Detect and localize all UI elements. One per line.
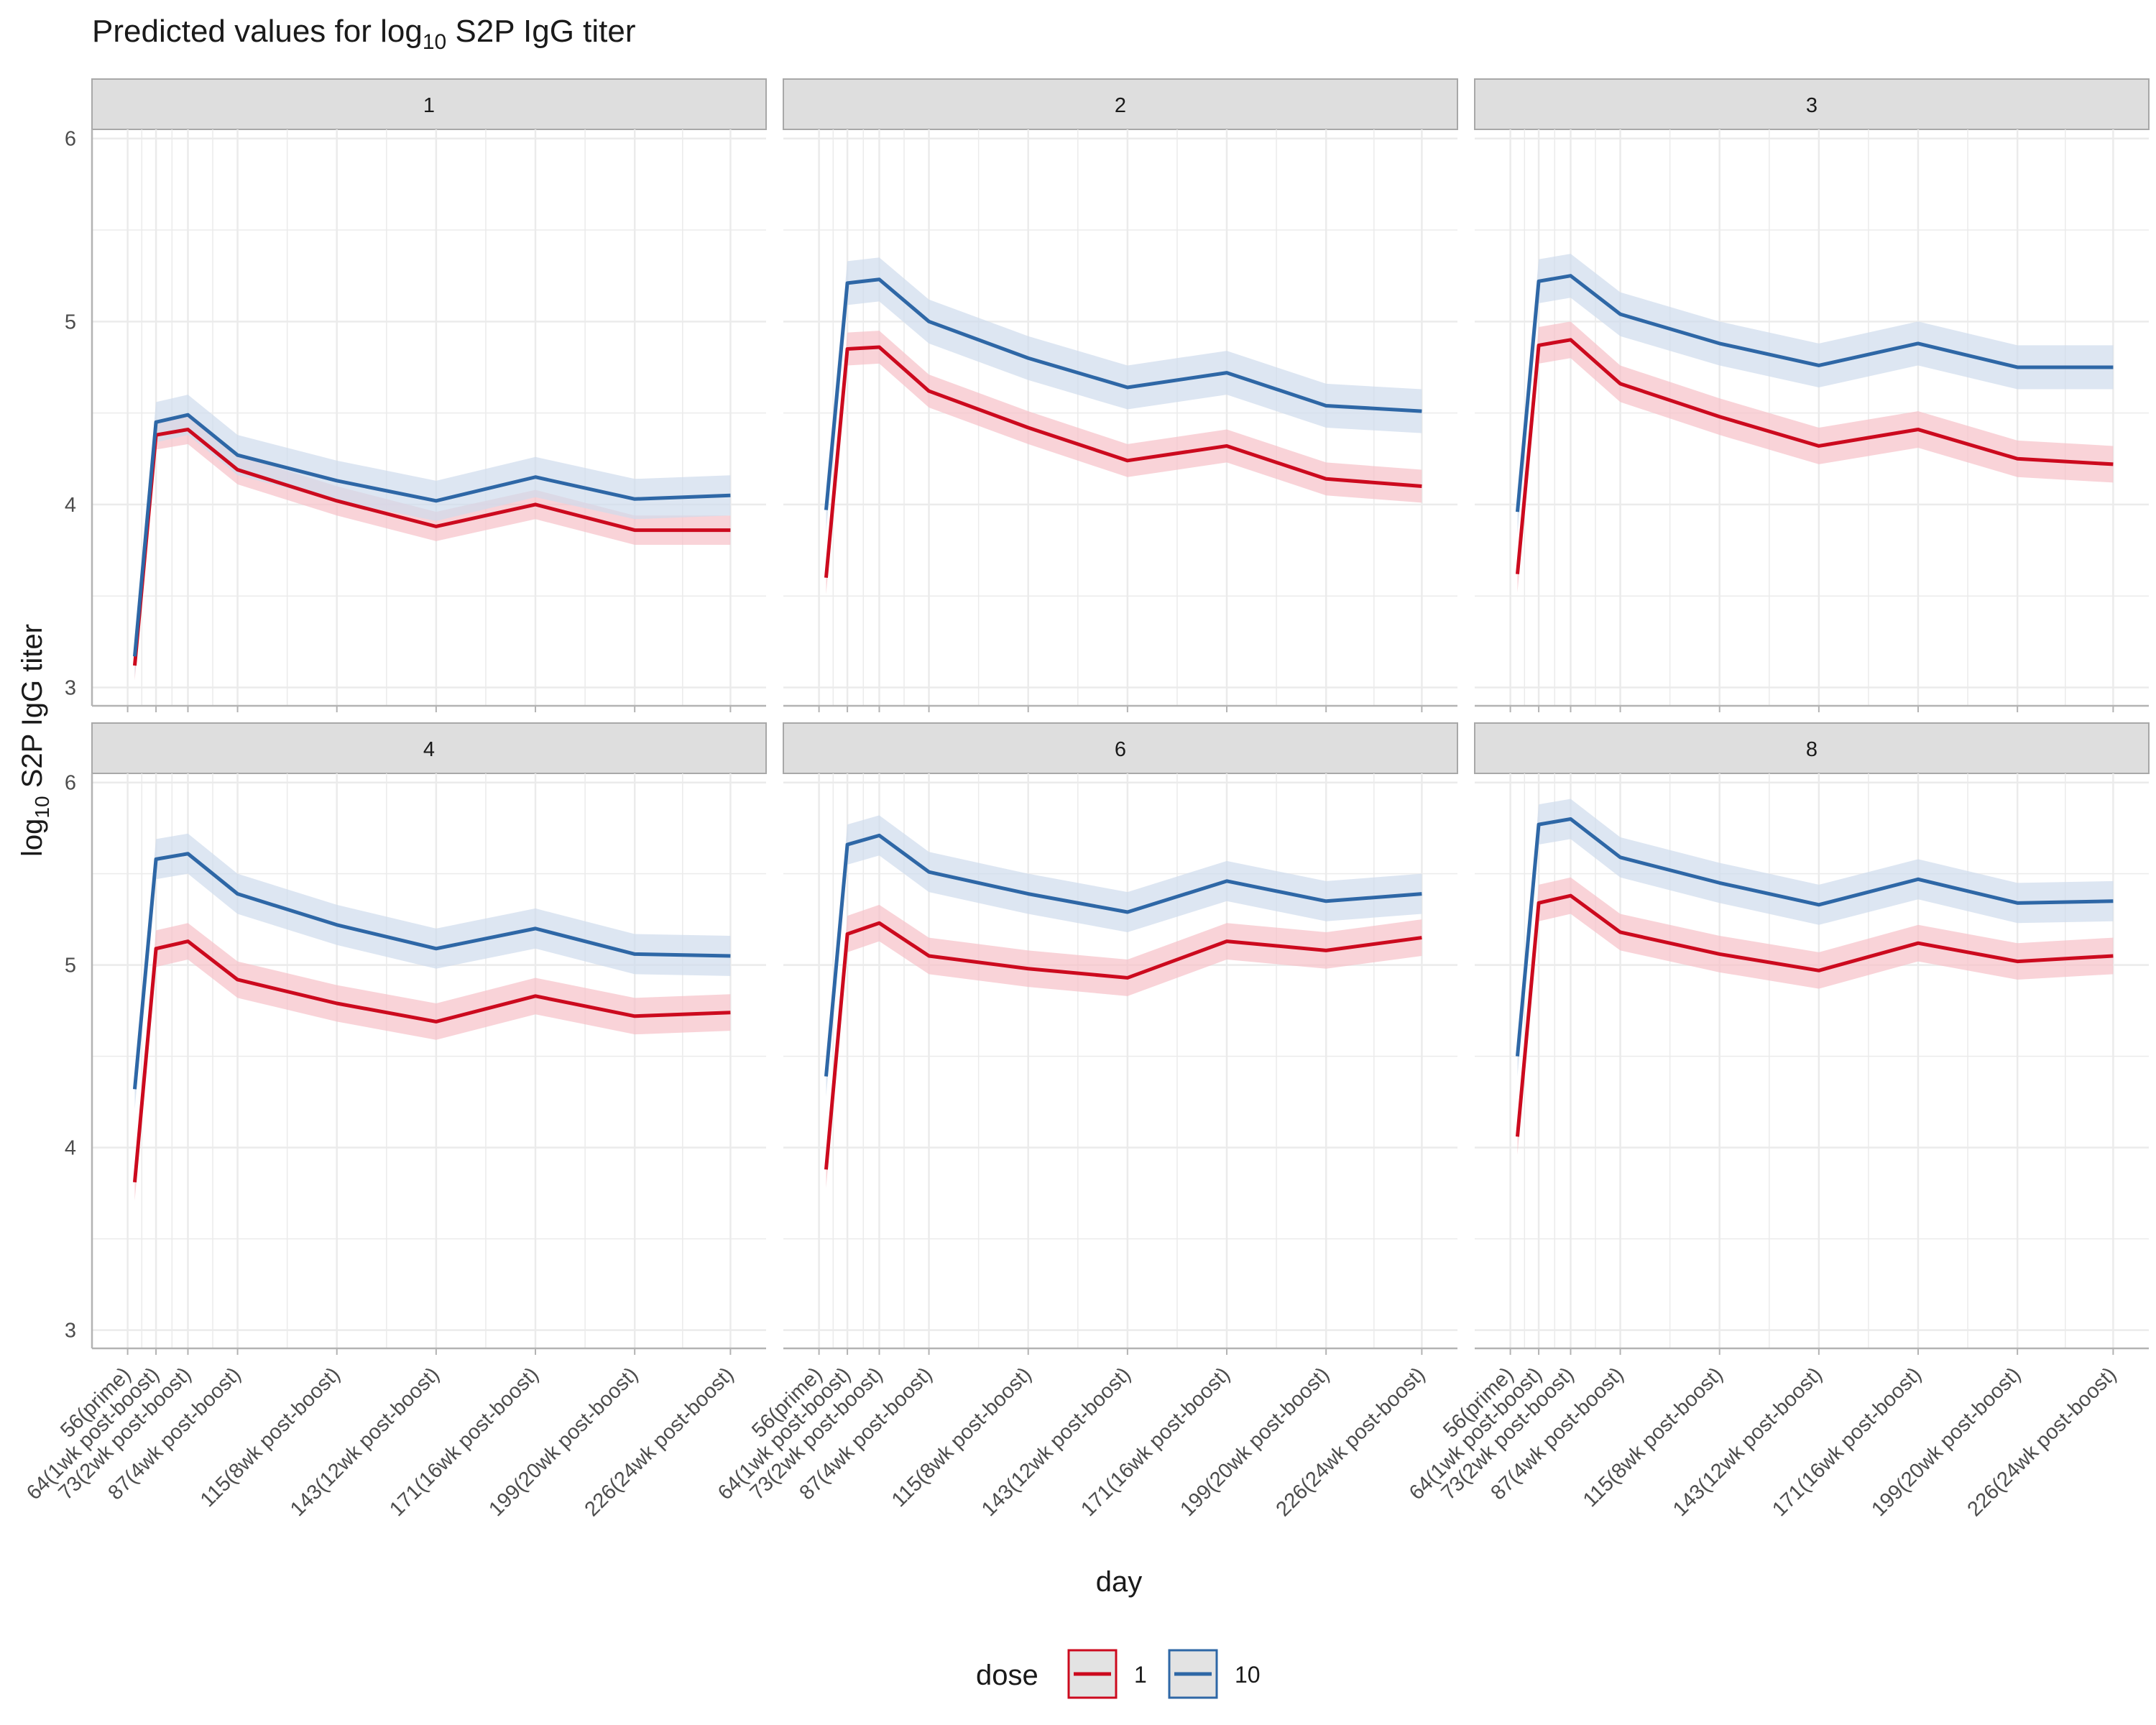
y-tick-label: 3 [65, 1320, 76, 1343]
legend-key-dose-1: 1 [1067, 1649, 1147, 1699]
facet-strip-label: 2 [1115, 94, 1126, 117]
confidence-band-dose-1 [826, 904, 1422, 1188]
confidence-band-dose-10 [134, 833, 731, 1110]
legend-key-dose-10: 10 [1168, 1649, 1261, 1699]
facet-strip-label: 3 [1806, 94, 1818, 117]
y-tick-label: 6 [65, 128, 76, 151]
facet-strip-label: 1 [423, 94, 435, 117]
facet-strip [1474, 78, 2150, 130]
x-axis-title: day [1096, 1566, 1143, 1598]
facet-strip [783, 78, 1458, 130]
title-rest: S2P IgG titer [446, 14, 635, 49]
confidence-band-dose-1 [826, 331, 1422, 594]
panel-2: 2 [783, 78, 1458, 712]
legend-label-dose-10: 10 [1235, 1662, 1261, 1688]
y-axis-title: log10 S2P IgG titer [17, 624, 53, 857]
confidence-band-dose-10 [1517, 254, 2114, 534]
x-tick-label: 64(1wk post-boost) [714, 1363, 855, 1504]
y-tick-label: 6 [65, 772, 76, 795]
facet-strip-label: 4 [423, 738, 435, 761]
y-tick-label: 4 [65, 494, 76, 517]
x-tick-label: 64(1wk post-boost) [22, 1363, 164, 1504]
facet-strip [91, 78, 767, 130]
legend-label-dose-1: 1 [1134, 1662, 1147, 1688]
panel-3: 3 [1474, 78, 2150, 712]
facet-strip [783, 722, 1458, 774]
title-main: Predicted values for log [92, 14, 423, 49]
legend: dose 1 10 [976, 1649, 1261, 1699]
confidence-band-dose-1 [1517, 321, 2114, 593]
panel-6: 656(prime)64(1wk post-boost)73(2wk post-… [714, 722, 1458, 1521]
y-axis-title-main: log [17, 819, 48, 857]
facet-strip [1474, 722, 2150, 774]
facet-strip [91, 722, 767, 774]
y-tick-label: 5 [65, 954, 76, 978]
y-tick-label: 5 [65, 310, 76, 334]
chart-title: Predicted values for log10 S2P IgG titer [92, 14, 636, 54]
confidence-band-dose-10 [826, 257, 1422, 533]
facet-strip-label: 8 [1806, 738, 1818, 761]
panel-8: 856(prime)64(1wk post-boost)73(2wk post-… [1405, 722, 2150, 1521]
panel-1: 1 3 4 5 6 [65, 78, 767, 712]
y-axis-title-rest: S2P IgG titer [17, 624, 48, 796]
confidence-band-dose-10 [826, 815, 1422, 1097]
y-tick-label: 4 [65, 1137, 76, 1160]
facet-panels: 1 3 4 5 6 2 3 4 3 4 5 656(prime)64(1wk post-boost)7… [22, 78, 2150, 1521]
legend-title: dose [976, 1660, 1038, 1691]
facet-strip-label: 6 [1115, 738, 1126, 761]
title-subscript: 10 [423, 30, 446, 54]
confidence-band-dose-1 [1517, 877, 2114, 1155]
y-axis-title-subscript: 10 [31, 796, 53, 818]
y-tick-label: 3 [65, 677, 76, 700]
x-tick-label: 64(1wk post-boost) [1405, 1363, 1547, 1504]
